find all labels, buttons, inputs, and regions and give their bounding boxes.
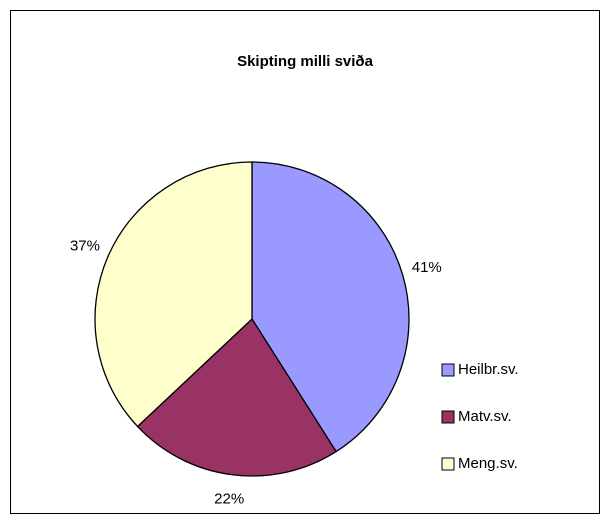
legend-label: Meng.sv. bbox=[458, 455, 518, 472]
legend-swatch bbox=[441, 410, 455, 424]
pie-slice bbox=[136, 317, 338, 477]
legend-swatch bbox=[441, 457, 455, 471]
legend-label: Matv.sv. bbox=[458, 408, 512, 425]
chart-title: Skipting milli sviða bbox=[237, 53, 374, 70]
value-label: 22% bbox=[214, 491, 244, 508]
pie-slice bbox=[251, 161, 410, 453]
value-label: 37% bbox=[70, 238, 100, 255]
legend-label: Heilbr.sv. bbox=[458, 361, 519, 378]
value-label: 41% bbox=[412, 259, 442, 276]
legend-swatch bbox=[441, 363, 455, 377]
pie-slice bbox=[94, 161, 253, 428]
